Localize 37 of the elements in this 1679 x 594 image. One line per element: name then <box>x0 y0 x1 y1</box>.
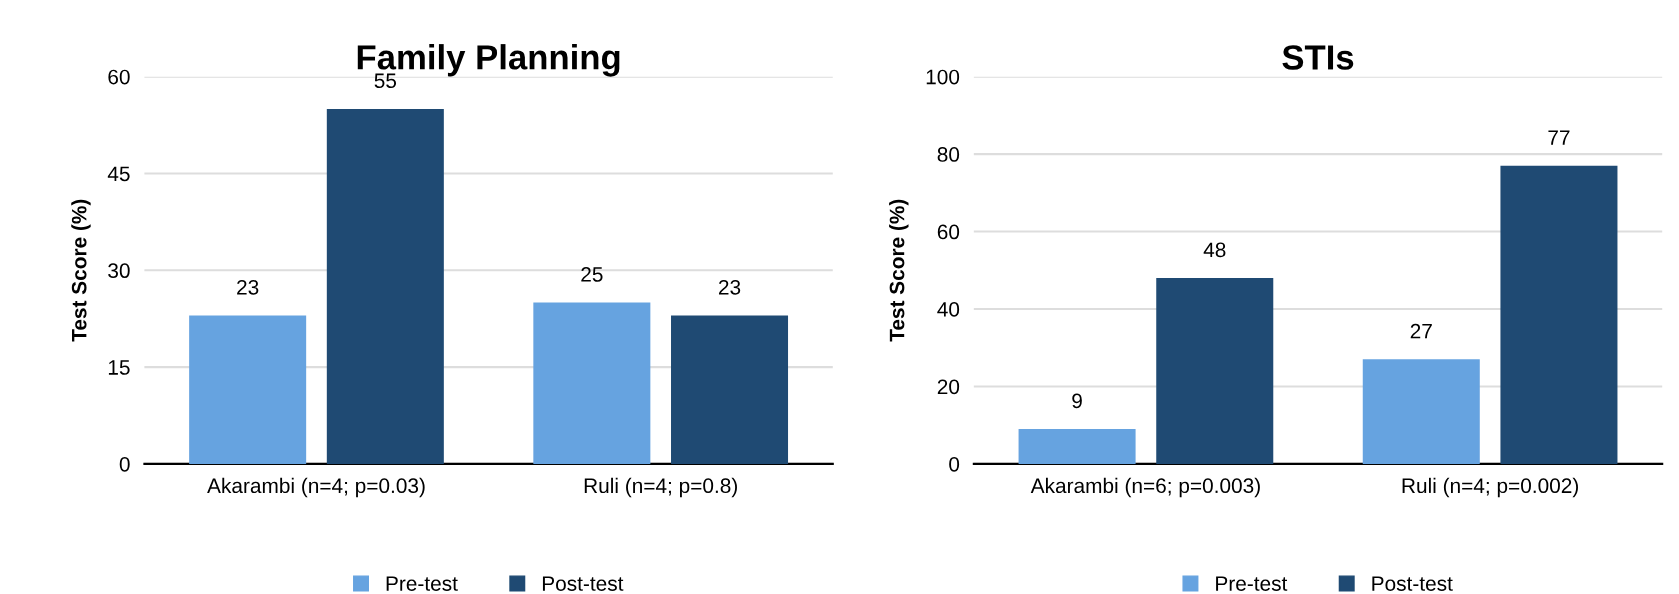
y-axis-title: Test Score (%) <box>889 199 909 342</box>
y-tick-label: 0 <box>949 456 960 472</box>
x-tick-label: Ruli (n=4; p=0.002) <box>1402 477 1578 498</box>
data-label: 27 <box>1410 323 1432 339</box>
bar <box>189 315 307 464</box>
y-tick-label: 20 <box>937 379 960 395</box>
y-tick-label: 0 <box>119 456 130 472</box>
y-tick-label: 60 <box>937 224 960 240</box>
legend-label: Pre-test <box>1216 576 1288 591</box>
legend-label: Post-test <box>1372 576 1453 591</box>
y-tick-label: 45 <box>107 166 130 182</box>
y-tick-label: 15 <box>108 360 130 375</box>
bar <box>1156 278 1274 464</box>
x-tick-label: Akarambi (n=6; p=0.003) <box>1030 477 1260 498</box>
data-label: 23 <box>237 279 259 295</box>
bar <box>326 108 444 464</box>
y-tick-label: 60 <box>108 69 130 85</box>
data-label: 9 <box>1072 393 1082 409</box>
x-tick-label: Ruli (n=4; p=0.8) <box>584 477 737 498</box>
chart-title: STIs <box>1282 45 1354 70</box>
legend-label: Pre-test <box>386 576 458 591</box>
bar <box>671 315 789 464</box>
y-axis-title: Test Score (%) <box>71 199 91 342</box>
data-label: 23 <box>718 279 741 295</box>
y-tick-label: 30 <box>108 263 130 279</box>
y-tick-label: 80 <box>937 147 960 162</box>
bar <box>1362 359 1480 464</box>
y-tick-label: 100 <box>926 69 960 85</box>
legend-label: Post-test <box>542 576 624 591</box>
bar <box>1018 429 1136 464</box>
bar <box>1500 165 1618 464</box>
x-tick-label: Akarambi (n=4; p=0.03) <box>207 477 425 498</box>
data-label: 77 <box>1548 130 1570 145</box>
data-label: 25 <box>581 267 603 282</box>
y-tick-label: 40 <box>937 302 960 317</box>
bar <box>533 302 651 464</box>
data-label: 48 <box>1203 242 1226 258</box>
